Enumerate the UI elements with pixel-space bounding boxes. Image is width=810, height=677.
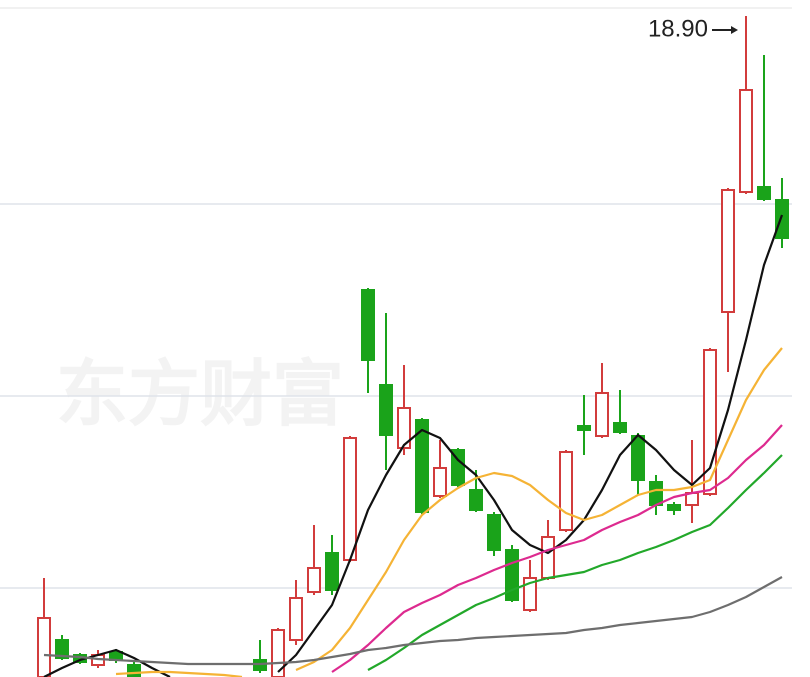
candle-body [667,504,681,511]
candle-body [55,639,69,659]
candle-body [775,199,789,239]
candle-body [721,189,735,313]
candle-body [649,481,663,506]
candle-body [307,567,321,593]
max-annotation: 18.90 [648,15,708,42]
candle-body [451,449,465,486]
annotation-arrowhead [731,26,738,34]
candle-body [613,422,627,433]
candle-body [739,89,753,193]
candle-body [523,577,537,611]
moving-average-line [43,214,784,677]
moving-average-line [115,347,783,677]
candle-body [415,419,429,513]
candle-body [559,451,573,531]
moving-average-line [43,576,783,666]
candle-body [271,629,285,677]
candle-body [37,617,51,677]
candle-body [325,552,339,591]
candle-body [541,536,555,579]
candle-body [433,467,447,497]
candle-body [631,435,645,481]
candle-body [757,186,771,200]
candle-body [595,392,609,437]
candle-body [469,489,483,511]
candle-body [289,597,303,641]
candle-body [577,425,591,431]
candle-body [343,437,357,561]
moving-average-line [367,454,783,671]
candle-body [361,289,375,361]
candle-body [127,664,141,677]
candle-body [487,514,501,551]
candle-body [379,384,393,436]
candle-body [397,407,411,449]
watermark: 东方财富 [56,355,344,435]
moving-average-line [331,424,783,673]
